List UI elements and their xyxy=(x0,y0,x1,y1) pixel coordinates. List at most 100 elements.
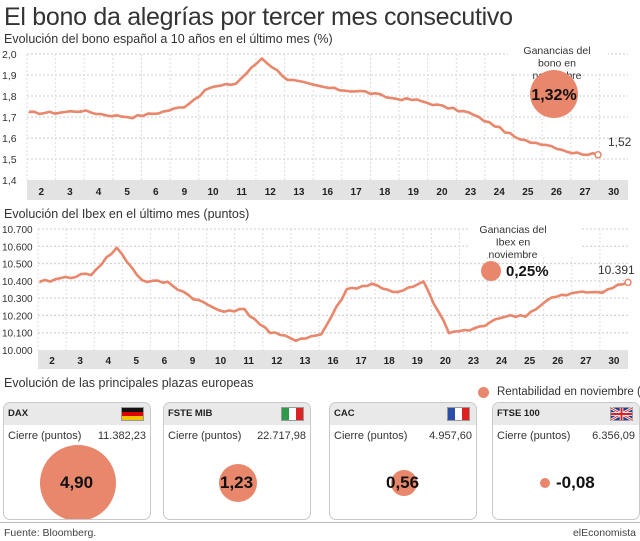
x-tick-label: 25 xyxy=(524,356,536,367)
card-header: FTSE 100 xyxy=(493,403,639,425)
x-tick-label: 18 xyxy=(384,356,396,367)
data-point xyxy=(571,151,573,154)
data-point xyxy=(39,281,41,284)
market-name: CAC xyxy=(334,408,355,419)
data-point xyxy=(243,309,246,312)
card-header: CAC xyxy=(330,403,476,425)
x-tick-label: 25 xyxy=(522,187,534,198)
y-tick-label: 10.700 xyxy=(2,225,33,236)
y-tick-label: 1,8 xyxy=(2,91,17,103)
y-tick-label: 2,0 xyxy=(2,49,17,61)
data-point xyxy=(442,105,444,108)
data-point xyxy=(345,288,348,291)
close-value: 22.717,98 xyxy=(257,430,306,442)
y-tick-label: 10.200 xyxy=(2,311,33,322)
france-flag-icon xyxy=(447,407,470,421)
callout-label: Ganancias del Ibex en noviembre xyxy=(479,224,546,261)
end-marker xyxy=(624,278,632,287)
data-point xyxy=(64,276,67,279)
x-tick-label: 11 xyxy=(236,187,247,198)
data-point xyxy=(115,247,118,249)
x-tick-label: 24 xyxy=(496,356,508,367)
x-tick-label: 4 xyxy=(96,187,102,198)
close-value: 11.382,23 xyxy=(97,430,146,442)
x-tick-label: 23 xyxy=(465,187,477,198)
y-tick-label: 10.300 xyxy=(2,294,33,305)
y-tick-label: 1,5 xyxy=(2,154,17,166)
y-tick-label: 10.500 xyxy=(2,260,33,271)
bond-chart-title: Evolución del bono español a 10 años en … xyxy=(4,32,333,46)
y-tick-label: 10.100 xyxy=(2,329,33,340)
market-card: FSTE MIB Cierre (puntos) 22.717,98 1,23 xyxy=(163,402,311,520)
germany-flag-icon xyxy=(121,407,144,421)
y-tick-label: 10.600 xyxy=(2,242,33,253)
data-point xyxy=(422,281,425,284)
return-value: 4,90 xyxy=(60,473,94,492)
data-point xyxy=(397,292,399,294)
callout-bubble xyxy=(481,261,501,281)
series-line xyxy=(39,246,629,343)
x-tick-label: 30 xyxy=(608,187,620,198)
x-tick-label: 5 xyxy=(134,356,140,367)
data-point xyxy=(218,309,220,312)
series-line xyxy=(28,57,599,157)
x-tick-label: 4 xyxy=(105,356,111,367)
data-point xyxy=(269,331,271,334)
data-point xyxy=(390,97,392,99)
data-point xyxy=(473,328,476,331)
callout-bubble xyxy=(530,70,578,118)
close-label: Cierre (puntos) xyxy=(168,430,242,442)
y-tick-label: 10.000 xyxy=(2,346,33,357)
x-tick-label: 17 xyxy=(356,356,368,367)
headline: El bono da alegrías por tercer mes conse… xyxy=(4,3,513,31)
return-bubble xyxy=(218,463,258,503)
x-tick-label: 20 xyxy=(440,356,452,367)
data-point xyxy=(28,112,30,114)
x-tick-label: 2 xyxy=(49,356,55,367)
data-point xyxy=(141,280,144,282)
markets-legend: Rentabilidad en noviembre (%) xyxy=(478,386,640,398)
x-tick-label: 10 xyxy=(215,356,227,367)
footer-brand: elEconomista xyxy=(572,527,636,539)
italy-flag-icon xyxy=(281,407,304,421)
x-tick-label: 9 xyxy=(190,356,196,367)
data-point xyxy=(320,333,323,336)
market-name: DAX xyxy=(8,408,29,419)
data-point xyxy=(519,139,522,141)
footer-source: Fuente: Bloomberg. xyxy=(4,527,97,539)
x-tick-label: 6 xyxy=(162,356,168,367)
markets-title: Evolución de las principales plazas euro… xyxy=(4,376,254,390)
y-tick-label: 1,6 xyxy=(2,133,17,145)
callout-value: 1,32% xyxy=(531,87,576,104)
close-value: 4.957,60 xyxy=(429,430,472,442)
close-label: Cierre (puntos) xyxy=(334,430,408,442)
x-tick-label: 16 xyxy=(327,356,339,367)
x-tick-label: 20 xyxy=(436,187,448,198)
x-tick-label: 19 xyxy=(408,187,420,198)
data-point xyxy=(235,82,237,85)
return-bubble xyxy=(391,470,417,496)
market-card: FTSE 100 Cierre (puntos) 6.356,09 -0,08 xyxy=(492,402,640,520)
market-name: FSTE MIB xyxy=(168,408,213,419)
data-point xyxy=(550,297,553,299)
data-point xyxy=(157,112,160,114)
x-tick-label: 12 xyxy=(271,356,283,367)
close-label: Cierre (puntos) xyxy=(497,430,571,442)
x-tick-label: 13 xyxy=(299,356,311,367)
close-label: Cierre (puntos) xyxy=(8,430,82,442)
x-tick-label: 19 xyxy=(412,356,424,367)
x-tick-label: 16 xyxy=(322,187,334,198)
data-point xyxy=(192,297,195,299)
return-bubble xyxy=(40,445,116,519)
y-tick-label: 10.400 xyxy=(2,277,33,288)
return-bubble xyxy=(540,478,550,488)
data-point xyxy=(286,78,289,80)
x-tick-label: 12 xyxy=(265,187,277,198)
data-point xyxy=(576,292,578,294)
market-card: DAX Cierre (puntos) 11.382,23 4,90 xyxy=(3,402,151,520)
end-value-label: 10.391 xyxy=(598,263,635,277)
data-point xyxy=(416,99,418,101)
data-point xyxy=(90,273,92,275)
x-tick-label: 2 xyxy=(39,187,45,198)
